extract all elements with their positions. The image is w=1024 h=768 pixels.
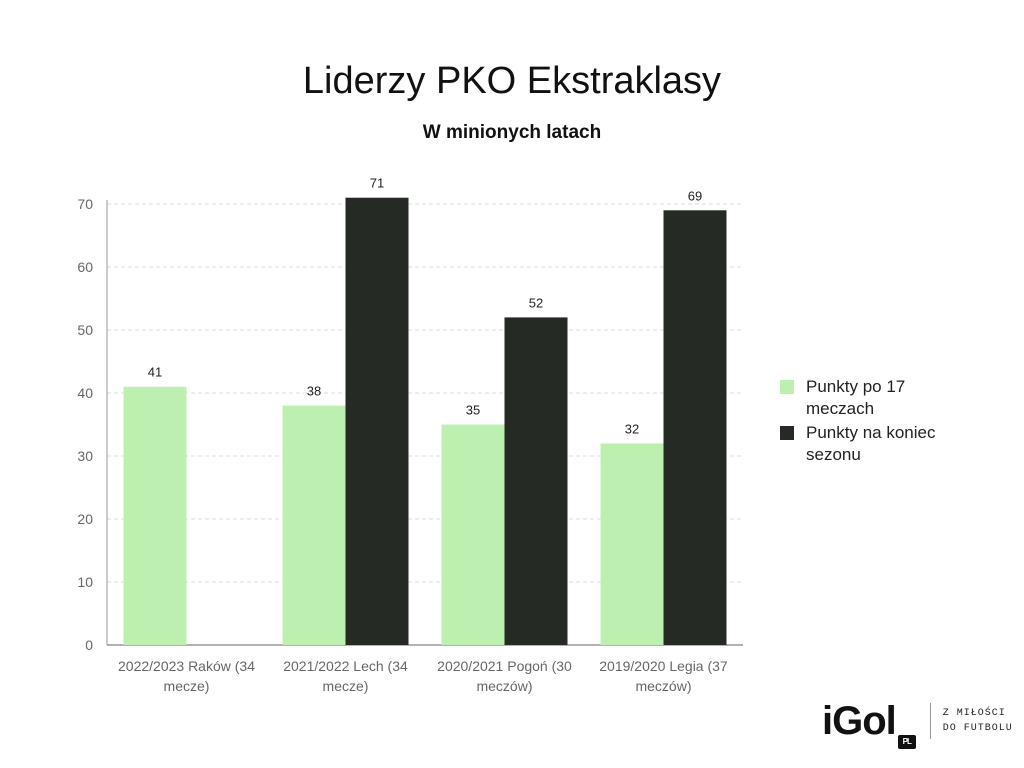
- y-tick-label: 40: [77, 385, 93, 401]
- x-tick-label: 2021/2022 Lech (34: [283, 658, 408, 674]
- legend-item-after-17: Punkty po 17 meczach: [780, 376, 980, 420]
- bar: [504, 317, 568, 645]
- data-label: 35: [466, 403, 480, 418]
- y-tick-label: 0: [85, 637, 93, 653]
- legend-item-end-season: Punkty na koniec sezonu: [780, 422, 980, 466]
- data-label: 71: [370, 176, 384, 191]
- chart-title: Liderzy PKO Ekstraklasy: [302, 60, 722, 102]
- bar: [282, 405, 346, 645]
- data-label: 38: [307, 384, 321, 399]
- legend-label-end-season-line2: sezonu: [806, 445, 861, 464]
- x-tick-label: mecze): [164, 678, 210, 694]
- bar: [345, 197, 409, 645]
- legend-label-end-season-line1: Punkty na koniec: [806, 423, 936, 442]
- x-tick-label: meczów): [635, 678, 691, 694]
- tagline-line1: Z MIŁOŚCI: [942, 708, 1006, 719]
- legend-swatch-after-17: [780, 380, 794, 394]
- logo-divider: [929, 703, 931, 739]
- bar: [441, 424, 505, 645]
- y-tick-label: 50: [77, 322, 93, 338]
- data-label: 41: [148, 365, 162, 380]
- data-label: 69: [688, 188, 702, 203]
- y-tick-label: 20: [77, 511, 93, 527]
- legend-label-after-17-line1: Punkty po 17: [806, 377, 906, 396]
- data-label: 32: [625, 421, 639, 436]
- logo-wordmark: iGol PL: [822, 698, 916, 749]
- x-tick-label: 2020/2021 Pogoń (30: [437, 658, 572, 674]
- x-tick-label: 2019/2020 Legia (37: [599, 658, 728, 674]
- legend-swatch-end-season: [780, 426, 794, 440]
- data-label: 52: [529, 295, 543, 310]
- y-tick-label: 10: [77, 574, 93, 590]
- logo-tagline: Z MIŁOŚCI DO FUTBOLU: [943, 706, 1013, 736]
- bar: [600, 443, 664, 645]
- x-tick-label: 2022/2023 Raków (34: [118, 658, 255, 674]
- bar: [663, 210, 727, 646]
- chart-subtitle: W minionych latach: [422, 122, 602, 143]
- y-tick-label: 70: [77, 196, 93, 212]
- x-tick-label: mecze): [323, 678, 369, 694]
- logo-text: iGol: [822, 698, 897, 743]
- x-tick-label: meczów): [476, 678, 532, 694]
- bar: [123, 386, 187, 645]
- y-tick-label: 30: [77, 448, 93, 464]
- y-tick-label: 60: [77, 259, 93, 275]
- tagline-line2: DO FUTBOLU: [942, 723, 1013, 734]
- brand-logo: iGol PL Z MIŁOŚCI DO FUTBOLU: [822, 698, 1013, 749]
- logo-badge: PL: [897, 734, 916, 749]
- legend-label-after-17-line2: meczach: [806, 399, 875, 418]
- chart-legend: Punkty po 17 meczach Punkty na koniec se…: [780, 376, 980, 468]
